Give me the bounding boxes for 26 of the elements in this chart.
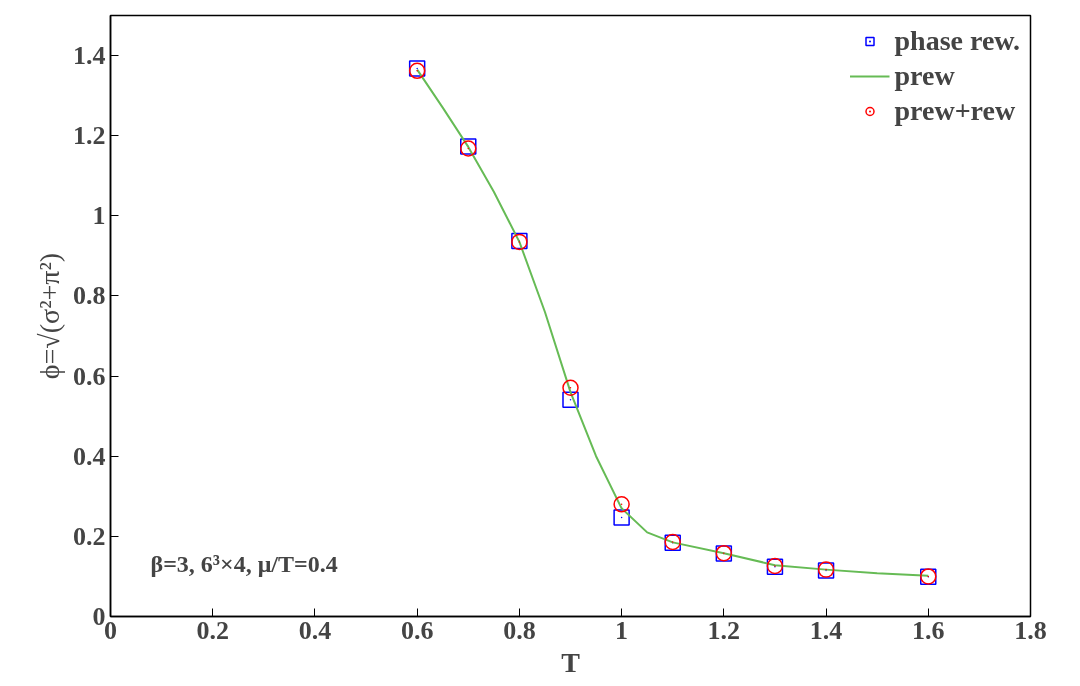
- legend-label: prew+rew: [894, 95, 1016, 127]
- legend-label: prew: [894, 60, 955, 92]
- y-axis-title: ϕ=√(σ²+π²): [34, 252, 65, 380]
- annotation: β=3, 6³×4, μ/T=0.4: [150, 550, 338, 577]
- point: [613, 496, 630, 513]
- x-tick-label: 1.2: [707, 615, 741, 645]
- y-tick-label: 1.4: [73, 41, 106, 71]
- x-tick-label: 0.6: [400, 615, 434, 645]
- y-tick-label: 1.2: [73, 121, 106, 151]
- x-tick-label: 0.2: [196, 615, 229, 645]
- y-tick-label: 0.4: [73, 441, 106, 471]
- y-tick-label: 1: [92, 201, 106, 231]
- x-tick-label: 1.8: [1014, 615, 1047, 645]
- x-tick-label: 1: [615, 615, 629, 645]
- x-tick-label: 0.4: [298, 615, 332, 645]
- point: [562, 391, 579, 408]
- point: [562, 379, 579, 396]
- x-tick-label: 1.6: [912, 615, 945, 645]
- legend-label: phase rew.: [894, 25, 1020, 57]
- x-tick-label: 0.8: [503, 615, 536, 645]
- x-axis-title: T: [561, 646, 581, 678]
- y-tick-label: 0.8: [73, 281, 106, 311]
- y-tick-label: 0.2: [73, 521, 106, 551]
- point: [613, 509, 630, 526]
- x-tick-label: 1.4: [809, 615, 843, 645]
- y-tick-label: 0.6: [73, 361, 106, 391]
